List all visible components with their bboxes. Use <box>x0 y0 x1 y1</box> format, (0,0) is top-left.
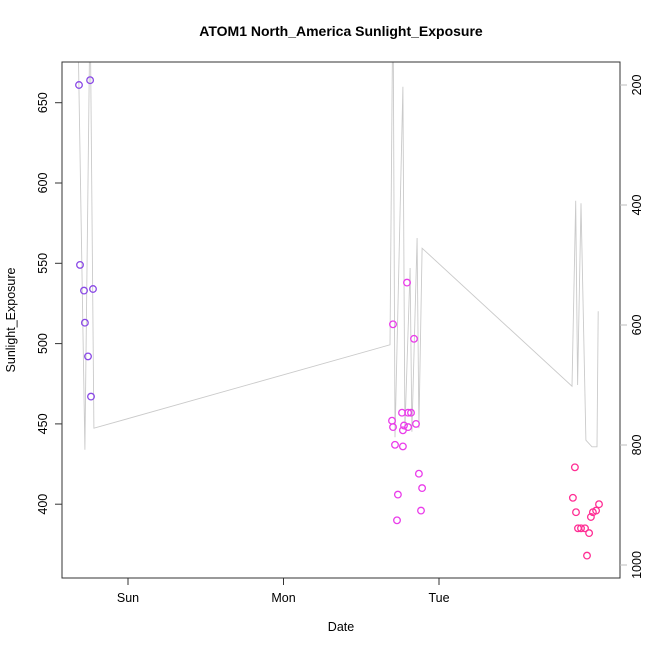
data-point <box>76 260 84 269</box>
data-point <box>80 318 89 327</box>
chart-title: ATOM1 North_America Sunlight_Exposure <box>199 23 483 39</box>
left-tick-label: 400 <box>36 494 50 515</box>
data-point <box>586 513 595 521</box>
data-point <box>592 506 601 515</box>
data-point <box>400 421 408 430</box>
x-tick-label: Tue <box>428 591 449 605</box>
left-tick-label: 650 <box>36 92 50 113</box>
left-tick-label: 450 <box>36 413 50 434</box>
data-point <box>570 463 579 472</box>
data-point <box>577 524 585 533</box>
data-point <box>583 551 591 560</box>
right-tick-label: 1000 <box>630 551 644 579</box>
data-point <box>568 493 577 502</box>
data-point <box>398 426 407 435</box>
x-tick-label: Mon <box>271 591 295 605</box>
data-point <box>80 286 88 295</box>
data-point <box>403 278 411 287</box>
data-point <box>398 442 407 451</box>
x-axis: Sun Mon Tue <box>117 578 450 605</box>
secondary-line-series <box>78 62 599 450</box>
data-point <box>572 508 580 517</box>
left-tick-label: 600 <box>36 173 50 194</box>
right-tick-label: 600 <box>630 315 644 336</box>
data-point <box>89 285 97 293</box>
data-point <box>404 408 413 417</box>
data-point <box>391 440 399 449</box>
data-point <box>595 500 603 509</box>
right-tick-label: 200 <box>630 75 644 96</box>
data-point <box>388 416 396 425</box>
data-point <box>389 320 397 329</box>
data-point <box>581 524 589 533</box>
data-point <box>75 81 83 89</box>
y-axis-title: Sunlight_Exposure <box>4 267 18 372</box>
left-tick-label: 550 <box>36 253 50 274</box>
secondary-line <box>78 62 599 450</box>
left-tick-label: 500 <box>36 333 50 354</box>
data-point <box>393 516 401 525</box>
x-tick-label: Sun <box>117 591 139 605</box>
plot-frame <box>61 61 621 579</box>
x-axis-title: Date <box>328 620 354 634</box>
data-point <box>87 392 95 401</box>
data-point <box>393 490 402 499</box>
data-point <box>414 469 423 478</box>
data-point <box>84 352 92 361</box>
data-point <box>585 529 594 538</box>
data-point <box>417 506 425 515</box>
right-tick-label: 800 <box>630 435 644 456</box>
data-point <box>389 423 397 432</box>
data-point <box>86 76 95 85</box>
right-tick-label: 400 <box>630 195 644 216</box>
right-axis: 200 400 600 800 1000 <box>620 75 644 579</box>
data-point <box>412 419 420 428</box>
data-point <box>407 408 415 417</box>
scatter-points <box>75 76 603 560</box>
data-point <box>410 334 418 343</box>
left-axis: 400 450 500 550 600 650 <box>36 92 62 515</box>
data-point <box>418 484 427 493</box>
